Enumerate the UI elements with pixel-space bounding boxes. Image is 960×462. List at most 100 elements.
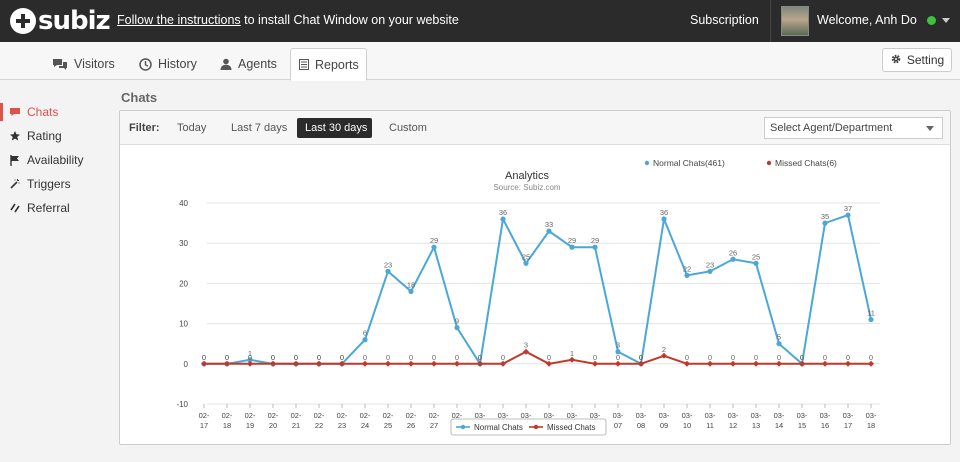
data-point [615,360,621,367]
data-label: 0 [317,353,321,362]
data-point [385,360,391,367]
x-tick-label: 08 [637,421,645,430]
x-tick-label: 17 [200,421,208,430]
filter-today[interactable]: Today [177,122,207,134]
install-instructions-link[interactable]: Follow the instructions [117,13,241,27]
sidebar-item-triggers[interactable]: Triggers [0,172,110,196]
x-tick-label: 17 [844,421,852,430]
tab-label: Agents [238,57,277,71]
data-label: 0 [501,353,505,362]
data-point [408,360,414,367]
data-point [247,357,253,363]
data-label: 0 [340,353,344,362]
x-tick-label: 02- [291,411,302,420]
tab-label: History [158,57,197,71]
x-tick-label: 03- [636,411,647,420]
data-point [822,220,828,226]
x-tick-label: 03- [705,411,716,420]
x-tick-label: 03- [475,411,486,420]
logo-text: subiz [38,6,111,36]
x-tick-label: 03- [797,411,808,420]
data-point [592,360,598,367]
agent-department-select[interactable]: Select Agent/Department [764,117,943,139]
x-tick-label: 11 [706,421,714,430]
x-tick-label: 02- [268,411,279,420]
data-label: 0 [202,353,206,362]
x-tick-label: 12 [729,421,737,430]
data-point [339,360,345,367]
data-label: 0 [547,353,551,362]
x-tick-label: 03- [728,411,739,420]
welcome-text[interactable]: Welcome, Anh Do [817,13,917,27]
x-tick-label: 02- [222,411,233,420]
data-point [684,272,690,278]
tab-history[interactable]: History [131,48,205,80]
install-instructions: Follow the instructions to install Chat … [117,13,459,27]
data-point [362,360,368,367]
x-tick-label: 03- [820,411,831,420]
sidebar-item-availability[interactable]: Availability [0,148,110,172]
filter-last-7-days[interactable]: Last 7 days [231,122,288,134]
setting-label: Setting [906,53,945,67]
legend-top-label: Normal Chats(461) [653,158,725,168]
x-tick-label: 20 [269,421,277,430]
sidebar: Chats Rating Availability Triggers Refer… [0,100,110,220]
legend-top-marker [644,160,650,166]
filter-custom[interactable]: Custom [389,122,427,134]
data-point [730,256,736,262]
x-tick-label: 03- [613,411,624,420]
avatar[interactable] [781,6,809,36]
x-tick-label: 03- [567,411,578,420]
x-tick-label: 10 [683,421,691,430]
data-point [661,352,667,359]
tab-label: Reports [315,57,359,72]
data-label: 25 [522,252,530,261]
subiz-logo[interactable]: subiz [10,6,111,36]
data-label: 0 [800,353,804,362]
x-tick-label: 02- [406,411,417,420]
x-tick-label: 22 [315,421,323,430]
sidebar-item-chats[interactable]: Chats [0,100,110,124]
data-label: 33 [545,220,553,229]
sidebar-item-referral[interactable]: Referral [0,196,110,220]
chart-subtitle: Source: Subiz.com [493,183,560,192]
legend-top-label: Missed Chats(6) [775,158,837,168]
x-tick-label: 09 [660,421,668,430]
x-tick-label: 27 [430,421,438,430]
link-icon [10,202,20,214]
data-point [408,288,414,295]
legend-bottom-label: Missed Chats [547,423,595,432]
data-point [546,228,552,234]
setting-button[interactable]: Setting [882,48,952,72]
data-point [684,360,690,367]
x-tick-label: 18 [223,421,231,430]
data-point [362,337,368,343]
flag-icon [10,154,20,166]
data-point [500,360,506,367]
y-tick-label: 20 [179,279,188,288]
chat-icon [10,106,20,118]
online-status-icon [927,16,936,25]
x-tick-label: 02- [337,411,348,420]
data-label: 0 [823,353,827,362]
data-label: 0 [432,353,436,362]
data-label: 0 [731,353,735,362]
sidebar-item-rating[interactable]: Rating [0,124,110,148]
x-tick-label: 07 [614,421,622,430]
filter-last-30-days[interactable]: Last 30 days [297,118,372,138]
tab-reports[interactable]: Reports [290,48,367,81]
tab-visitors[interactable]: Visitors [44,48,123,80]
data-label: 0 [777,353,781,362]
data-label: 0 [846,353,850,362]
subscription-link[interactable]: Subscription [690,13,759,27]
data-label: 3 [616,341,620,350]
data-label: 37 [844,204,852,213]
data-label: 0 [386,353,390,362]
x-tick-label: 03- [751,411,762,420]
tab-agents[interactable]: Agents [212,48,285,80]
data-label: 0 [455,353,459,362]
install-instructions-text: to install Chat Window on your website [240,13,459,27]
data-label: 0 [754,353,758,362]
user-menu-chevron-down-icon[interactable] [942,18,950,23]
